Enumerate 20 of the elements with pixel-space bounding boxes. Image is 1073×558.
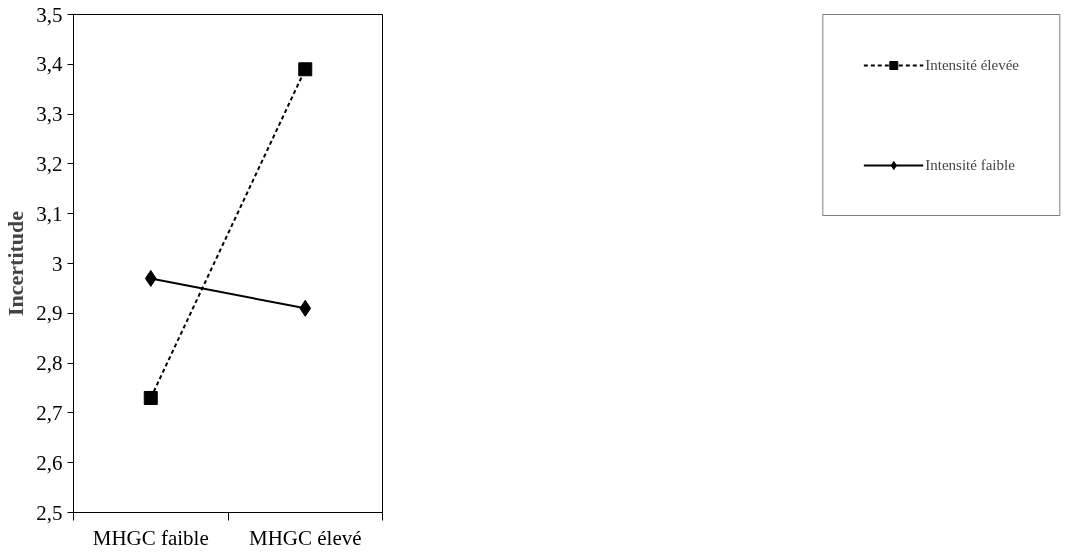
y-tick-label: 2,9 xyxy=(36,301,63,326)
point xyxy=(143,390,158,405)
legend-label: Intensité élevée xyxy=(925,56,1019,74)
x-tick-label: MHGC élevé xyxy=(248,525,362,550)
point xyxy=(298,62,313,77)
y-tick-label: 2,5 xyxy=(36,500,63,525)
legend-label: Intensité faible xyxy=(925,156,1015,174)
y-tick-label: 3,5 xyxy=(36,2,63,27)
y-tick-label: 2,7 xyxy=(36,400,63,425)
y-axis-title: Incertitude xyxy=(3,210,29,317)
y-tick-label: 3 xyxy=(52,251,63,276)
y-tick-label: 3,3 xyxy=(36,102,63,127)
point xyxy=(144,269,157,287)
x-tick-label: MHGC faible xyxy=(92,525,209,550)
y-tick-label: 3,2 xyxy=(36,151,63,176)
y-tick-label: 3,1 xyxy=(36,201,63,226)
y-tick-label: 2,8 xyxy=(36,351,63,376)
y-tick-label: 2,6 xyxy=(36,450,63,475)
y-tick-label: 3,4 xyxy=(36,52,63,77)
point xyxy=(299,299,312,317)
